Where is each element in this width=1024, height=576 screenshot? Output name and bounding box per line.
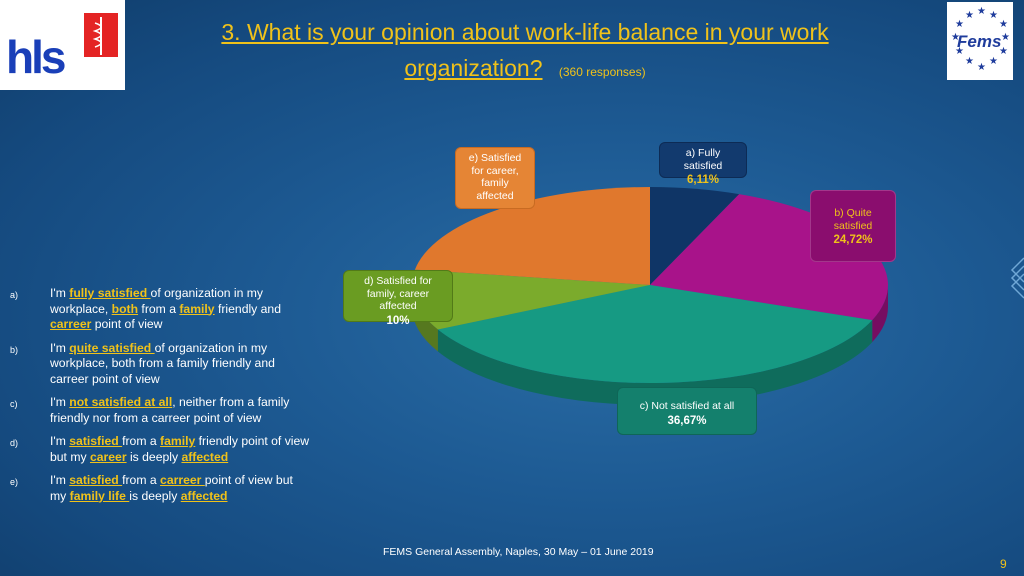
fems-logo: ★ ★ ★ ★ ★ ★ ★ ★ ★ ★ ★ ★ Fems bbox=[947, 2, 1013, 80]
legend-text: from a bbox=[122, 473, 161, 487]
svg-text:★: ★ bbox=[1001, 32, 1010, 43]
callout-satisfied-family: d) Satisfied for family, career affected… bbox=[343, 270, 453, 327]
callout-not-satisfied: c) Not satisfied at all 36,67% bbox=[617, 387, 757, 435]
legend-text: is deeply bbox=[129, 488, 181, 503]
svg-text:★: ★ bbox=[977, 6, 986, 17]
legend-highlight: family life bbox=[69, 488, 130, 503]
svg-text:★: ★ bbox=[955, 19, 964, 30]
legend-highlight: family bbox=[179, 301, 215, 316]
pie-slice-0 bbox=[650, 187, 740, 285]
legend-highlight: fully satisfied bbox=[69, 286, 151, 300]
caduceus-icon bbox=[84, 13, 118, 57]
legend-text: I'm bbox=[50, 473, 70, 487]
callout-a-pct: 6,11% bbox=[687, 174, 719, 186]
answer-legend: a) I'm fully satisfied of organization i… bbox=[10, 286, 310, 512]
legend-text: I'm bbox=[50, 395, 70, 409]
svg-text:★: ★ bbox=[951, 32, 960, 43]
fems-logo-text: Fems bbox=[957, 32, 1002, 51]
legend-highlight: carreer bbox=[160, 473, 205, 487]
pie-slice-3 bbox=[412, 269, 650, 330]
callout-a-label: a) Fully satisfied bbox=[683, 147, 723, 172]
svg-text:★: ★ bbox=[965, 10, 974, 21]
callout-d-label: d) Satisfied for family, career affected bbox=[364, 275, 432, 312]
legend-letter: e) bbox=[10, 477, 19, 487]
legend-text: point of view but my bbox=[50, 473, 293, 503]
legend-item-e: e) I'm satisfied from a carreer point of… bbox=[10, 473, 310, 504]
hls-logo: hls bbox=[0, 0, 125, 90]
legend-highlight: family bbox=[160, 434, 196, 448]
callout-e-label: e) Satisfied for career, family affected bbox=[468, 152, 522, 202]
legend-highlight: quite satisfied bbox=[69, 340, 155, 355]
legend-highlight: career bbox=[89, 449, 127, 464]
callout-satisfied-career: e) Satisfied for career, family affected bbox=[455, 147, 535, 209]
callout-d-pct: 10% bbox=[386, 314, 410, 327]
callout-c-label: c) Not satisfied at all bbox=[639, 400, 735, 412]
legend-text: friendly and bbox=[214, 301, 281, 316]
legend-item-d: d) I'm satisfied from a family friendly … bbox=[10, 434, 310, 465]
legend-highlight: affected bbox=[181, 449, 229, 464]
responses-count: (360 responses) bbox=[558, 65, 646, 79]
legend-highlight: both bbox=[111, 301, 139, 316]
legend-highlight: satisfied bbox=[69, 473, 123, 487]
page-number: 9 bbox=[1000, 557, 1007, 571]
legend-text: of organization in my workplace, bbox=[50, 286, 264, 316]
legend-text: point of view bbox=[91, 317, 163, 331]
svg-text:★: ★ bbox=[977, 62, 986, 73]
pie-slice-side-1 bbox=[872, 285, 888, 343]
legend-item-b: b) I'm quite satisfied of organization i… bbox=[10, 341, 310, 388]
legend-highlight: affected bbox=[180, 488, 228, 503]
question-text: 3. What is your opinion about work-life … bbox=[221, 19, 829, 81]
pie-slice-4 bbox=[414, 187, 650, 285]
callout-b-label: b) Quite satisfied bbox=[833, 207, 873, 232]
legend-letter: a) bbox=[10, 290, 19, 300]
pie-slice-side-2 bbox=[437, 320, 873, 405]
legend-text: of organization in my workplace, both fr… bbox=[50, 340, 275, 386]
svg-text:★: ★ bbox=[955, 46, 964, 57]
svg-text:★: ★ bbox=[989, 10, 998, 21]
svg-text:★: ★ bbox=[965, 56, 974, 67]
svg-text:★: ★ bbox=[989, 56, 998, 67]
legend-highlight: satisfied bbox=[69, 434, 123, 448]
legend-text: I'm bbox=[50, 340, 70, 355]
svg-text:★: ★ bbox=[999, 19, 1008, 30]
callout-b-pct: 24,72% bbox=[833, 234, 873, 246]
legend-item-a: a) I'm fully satisfied of organization i… bbox=[10, 286, 310, 333]
svg-text:★: ★ bbox=[999, 46, 1008, 57]
legend-highlight: carreer bbox=[50, 317, 92, 331]
legend-letter: d) bbox=[10, 438, 19, 448]
legend-text: from a bbox=[138, 301, 180, 316]
legend-text: , neither from a family friendly nor fro… bbox=[50, 395, 290, 425]
legend-text: I'm bbox=[50, 434, 70, 448]
legend-letter: c) bbox=[10, 399, 18, 409]
legend-text: is deeply bbox=[126, 449, 182, 464]
legend-highlight: not satisfied at all bbox=[69, 395, 173, 409]
callout-fully-satisfied: a) Fully satisfied 6,11% bbox=[659, 142, 747, 186]
callout-quite-satisfied: b) Quite satisfied 24,72% bbox=[810, 190, 896, 262]
legend-letter: b) bbox=[10, 344, 19, 355]
legend-text: I'm bbox=[50, 286, 70, 300]
legend-item-c: c) I'm not satisfied at all, neither fro… bbox=[10, 395, 310, 426]
pie-slice-2 bbox=[437, 285, 873, 383]
legend-text: friendly point of view but my bbox=[50, 434, 310, 464]
legend-text: from a bbox=[122, 434, 161, 448]
footer-text: FEMS General Assembly, Naples, 30 May – … bbox=[383, 546, 654, 558]
hls-logo-text: hls bbox=[6, 31, 66, 83]
callout-c-pct: 36,67% bbox=[667, 414, 707, 427]
slide-title: 3. What is your opinion about work-life … bbox=[150, 14, 900, 90]
chevron-decoration-icon bbox=[1010, 257, 1024, 299]
